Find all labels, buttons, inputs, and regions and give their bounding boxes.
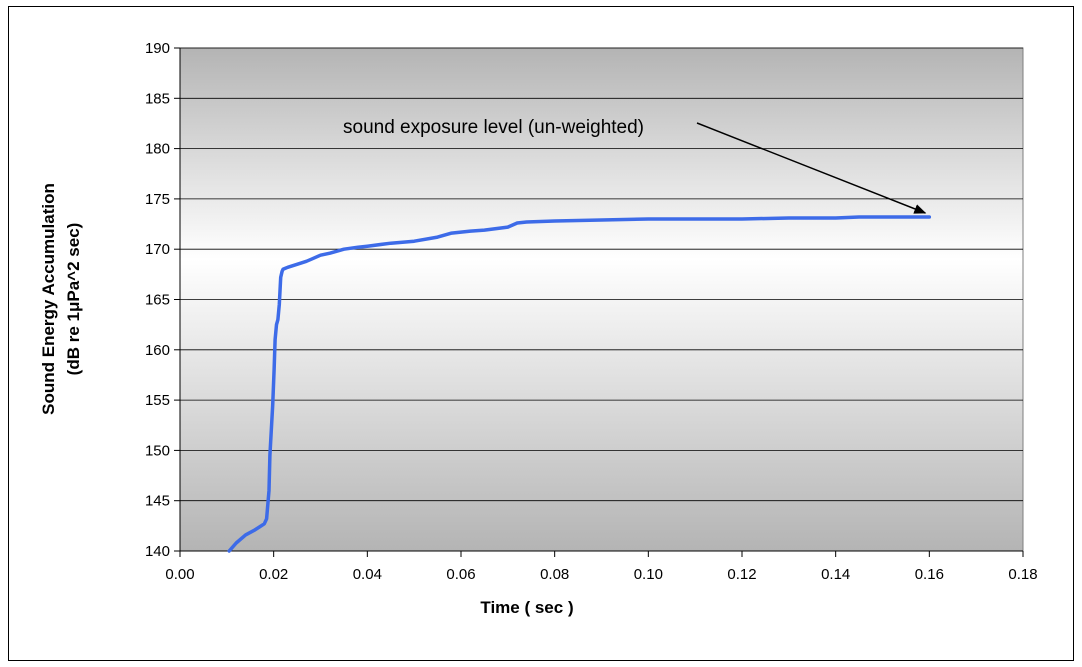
annotation-text: sound exposure level (un-weighted) (343, 117, 644, 138)
annotation-arrow (696, 122, 927, 214)
y-tick-label: 140 (145, 543, 170, 560)
y-tick-label: 155 (145, 392, 170, 409)
x-axis-title: Time ( sec ) (480, 598, 573, 617)
y-axis-title-line1: Sound Energy Accumulation (39, 183, 58, 415)
x-tick-label: 0.06 (446, 566, 475, 583)
x-tick-label: 0.14 (821, 566, 850, 583)
y-tick-label: 185 (145, 90, 170, 107)
chart-frame: 0.00 0.02 0.04 0.06 0.08 0.10 0.12 0.14 0.16 0.18… (8, 6, 1074, 661)
x-tick-label: 0.04 (353, 566, 382, 583)
x-tick-label: 0.18 (1008, 566, 1037, 583)
series-line (227, 215, 932, 553)
x-tick-label: 0.02 (259, 566, 288, 583)
y-tick-label: 160 (145, 342, 170, 359)
x-axis-ticks: 0.00 0.02 0.04 0.06 0.08 0.10 0.12 0.14 0.16 0.18 (165, 48, 1038, 583)
y-tick-label: 150 (145, 442, 170, 459)
x-tick-label: 0.10 (634, 566, 663, 583)
y-tick-label: 145 (145, 493, 170, 510)
y-axis-ticks: 140 145 150 155 160 165 170 175 180 185 190 (145, 40, 180, 560)
y-axis-title-line2: (dB re 1μPa^2 sec) (64, 223, 83, 376)
x-tick-label: 0.00 (165, 566, 194, 583)
x-tick-label: 0.08 (540, 566, 569, 583)
y-tick-label: 190 (145, 40, 170, 57)
x-tick-label: 0.12 (727, 566, 756, 583)
sound-energy-chart: 0.00 0.02 0.04 0.06 0.08 0.10 0.12 0.14 0.16 0.18… (39, 40, 1038, 617)
y-tick-label: 165 (145, 292, 170, 309)
y-tick-label: 180 (145, 141, 170, 158)
y-tick-label: 175 (145, 191, 170, 208)
y-tick-label: 170 (145, 241, 170, 258)
x-tick-label: 0.16 (915, 566, 944, 583)
